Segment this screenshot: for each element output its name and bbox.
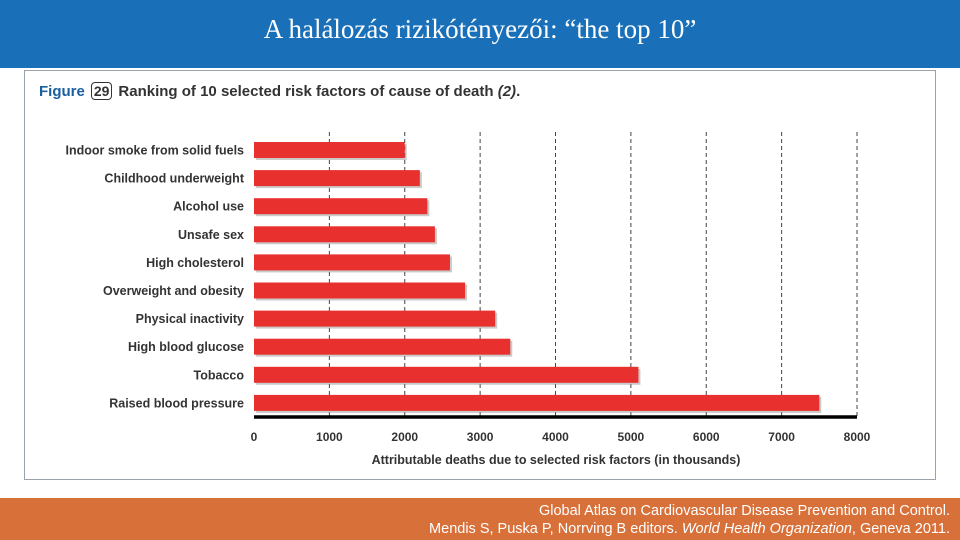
bar bbox=[254, 394, 820, 411]
figure-caption: Figure 29 Ranking of 10 selected risk fact… bbox=[39, 82, 520, 100]
category-label: Overweight and obesity bbox=[103, 284, 244, 298]
x-tick-label: 8000 bbox=[844, 430, 871, 444]
source-line-1: Global Atlas on Cardiovascular Disease P… bbox=[538, 503, 950, 519]
figure-caption-text: Ranking of 10 selected risk factors of c… bbox=[118, 83, 494, 100]
figure-label: Figure bbox=[39, 83, 85, 100]
bar bbox=[254, 198, 428, 215]
x-tick-label: 5000 bbox=[618, 430, 645, 444]
x-tick-label: 2000 bbox=[391, 430, 418, 444]
bar bbox=[254, 282, 466, 299]
category-label: Tobacco bbox=[194, 368, 245, 382]
bar bbox=[254, 170, 420, 187]
gridlines bbox=[328, 132, 858, 417]
x-axis-title: Attributable deaths due to selected risk… bbox=[372, 453, 741, 467]
x-tick-label: 0 bbox=[251, 430, 258, 444]
figure-number-badge: 29 bbox=[90, 82, 113, 100]
category-label: Alcohol use bbox=[173, 200, 244, 214]
x-tick-label: 3000 bbox=[467, 430, 494, 444]
category-label: Physical inactivity bbox=[136, 312, 244, 326]
source-line-2: Mendis S, Puska P, Norrving B editors. W… bbox=[429, 520, 950, 538]
figure-caption-period: . bbox=[516, 83, 521, 100]
category-label: High cholesterol bbox=[146, 256, 244, 270]
title-bar bbox=[0, 0, 960, 68]
slide-title: A halálozás rizikótényezői: “the top 10” bbox=[263, 14, 697, 44]
figure-reference: (2) bbox=[497, 83, 517, 100]
bar bbox=[254, 226, 435, 243]
source-publisher: World Health Organization bbox=[681, 521, 852, 537]
x-tick-label: 1000 bbox=[316, 430, 343, 444]
x-tick-labels: 0 1000 2000 3000 4000 5000 6000 7000 8000 bbox=[251, 430, 871, 444]
source-citation: Global Atlas on Cardiovascular Disease P… bbox=[429, 502, 950, 538]
x-tick-label: 7000 bbox=[768, 430, 795, 444]
bar bbox=[254, 310, 496, 327]
category-label: Unsafe sex bbox=[178, 228, 244, 242]
bar bbox=[254, 142, 405, 158]
bar bbox=[254, 366, 639, 383]
category-labels: Indoor smoke from solid fuels Childhood u… bbox=[66, 144, 245, 411]
bar bbox=[254, 338, 511, 355]
bar bbox=[254, 254, 450, 271]
bars bbox=[254, 142, 822, 413]
source-place-year: , Geneva 2011. bbox=[851, 521, 950, 537]
category-label: Indoor smoke from solid fuels bbox=[66, 144, 245, 158]
category-label: Raised blood pressure bbox=[109, 396, 244, 410]
x-tick-label: 6000 bbox=[693, 430, 720, 444]
footer-bar bbox=[0, 498, 960, 540]
category-label: High blood glucose bbox=[128, 340, 244, 354]
source-editors: Mendis S, Puska P, Norrving B editors. bbox=[429, 521, 682, 537]
category-label: Childhood underweight bbox=[104, 172, 244, 186]
x-tick-label: 4000 bbox=[542, 430, 569, 444]
